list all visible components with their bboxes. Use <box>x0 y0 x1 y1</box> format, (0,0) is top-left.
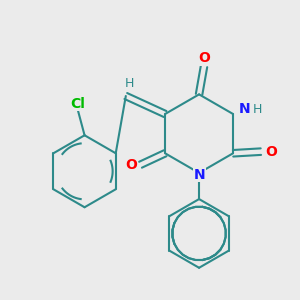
Text: H: H <box>124 77 134 90</box>
Text: O: O <box>198 51 210 65</box>
Text: O: O <box>125 158 137 172</box>
Text: Cl: Cl <box>70 97 86 110</box>
Text: N: N <box>194 167 206 182</box>
Text: O: O <box>265 145 277 159</box>
Text: H: H <box>253 103 262 116</box>
Text: N: N <box>239 102 250 116</box>
